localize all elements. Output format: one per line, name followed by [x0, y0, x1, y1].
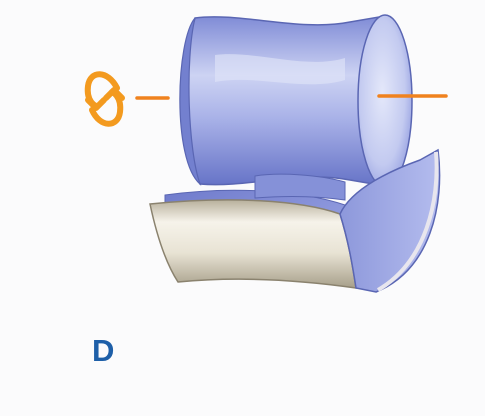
roller-left-cap — [179, 17, 202, 186]
rotation-arrows-icon — [84, 71, 125, 127]
cradle-front-rim — [376, 151, 439, 292]
cradle-outer-shell — [149, 199, 357, 289]
panel-label: D — [92, 333, 115, 368]
roller-highlight — [215, 54, 345, 85]
roller-body — [186, 15, 386, 187]
roller-neck — [254, 173, 346, 201]
roller-end-face — [357, 14, 413, 188]
roller — [179, 14, 413, 188]
bearing-cradle — [149, 148, 441, 293]
